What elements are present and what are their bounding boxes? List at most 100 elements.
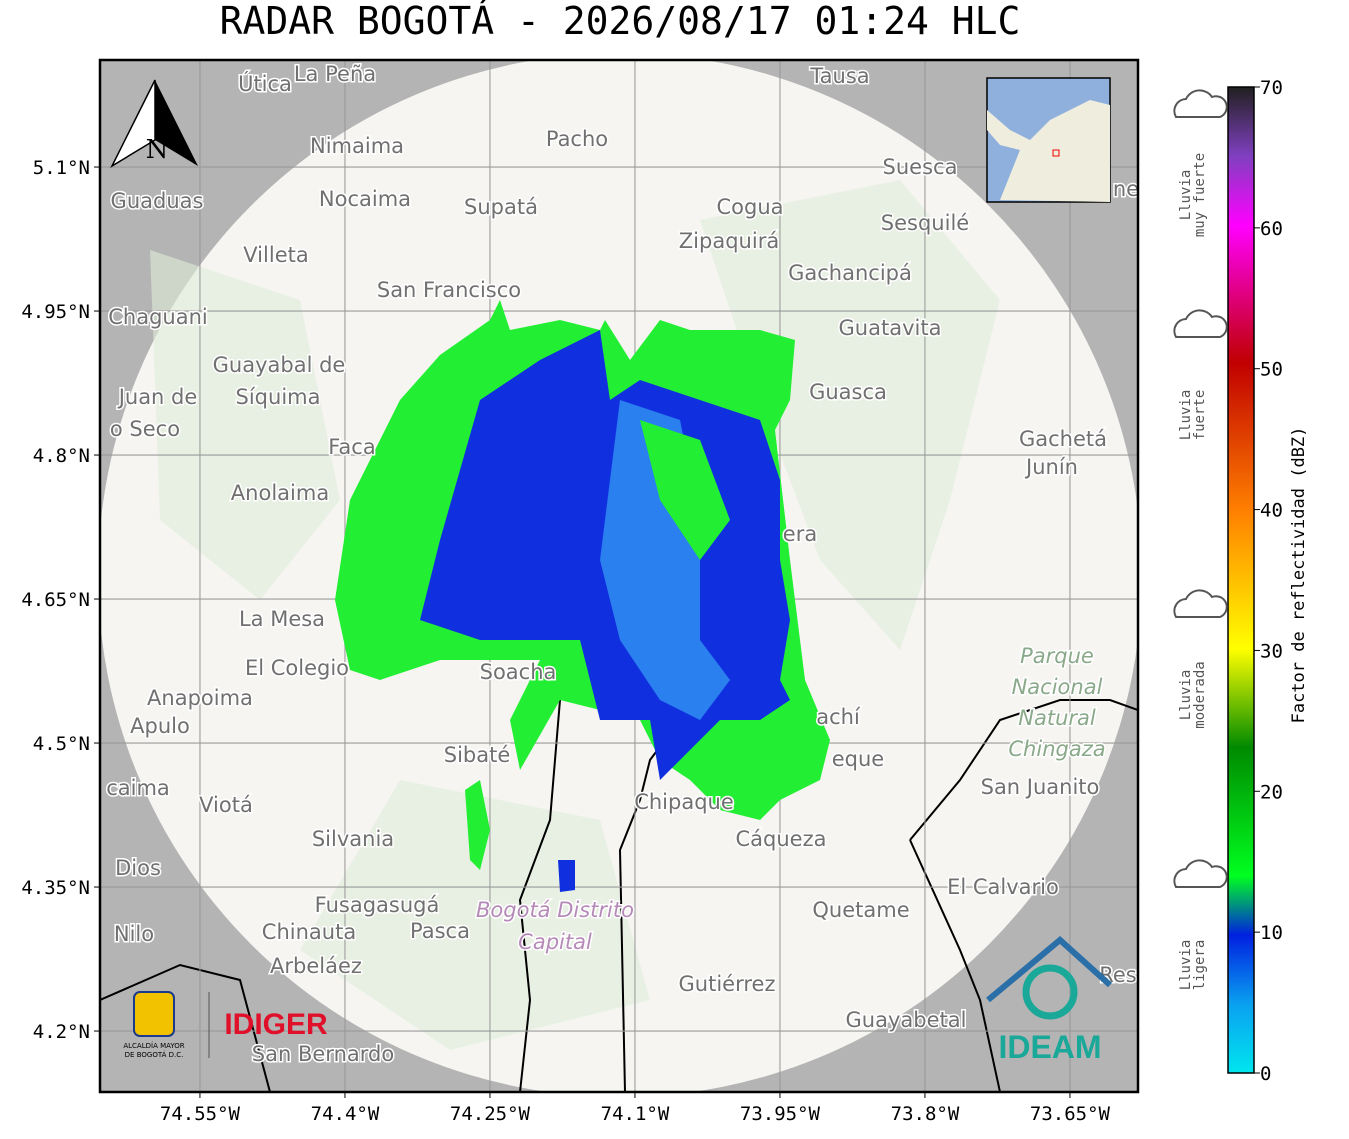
colorbar-tick-label: 20 xyxy=(1260,781,1283,803)
place-label: Chinauta xyxy=(262,920,356,944)
place-label: Junín xyxy=(1024,455,1078,479)
place-label: Cogua xyxy=(716,195,783,219)
place-label: Síquima xyxy=(236,385,321,409)
place-label: Tausa xyxy=(809,64,869,88)
place-label: o Seco xyxy=(110,417,180,441)
place-label: Sesquilé xyxy=(881,211,969,235)
park-label: Natural xyxy=(1018,706,1096,730)
y-tick-label: 4.5°N xyxy=(33,733,90,755)
place-label: Chipaque xyxy=(634,790,734,814)
rain-category-label: fuerte xyxy=(1192,390,1208,441)
coat-of-arms xyxy=(133,991,175,1037)
district-label: Capital xyxy=(518,930,592,954)
place-label: Fusagasugá xyxy=(315,893,440,917)
park-label: Parque xyxy=(1020,644,1094,668)
y-tick-label: 5.1°N xyxy=(33,157,90,179)
ideam-logo: IDEAM xyxy=(998,1029,1101,1065)
colorbar-tick-label: 60 xyxy=(1260,218,1283,240)
place-label: Arbeláez xyxy=(270,954,362,978)
place-label: Gachancipá xyxy=(788,261,912,285)
idiger-logo: IDIGER xyxy=(224,1008,328,1041)
title: RADAR BOGOTÁ - 2026/08/17 01:24 HLC xyxy=(220,0,1021,43)
rain-category-label: moderada xyxy=(1192,661,1208,728)
place-label: Guasca xyxy=(809,380,887,404)
place-label: era xyxy=(783,522,817,546)
map: Útica La Peña Tausa Pacho Nimaima Guaduas Noca… xyxy=(100,60,1139,1092)
place-label: Faca xyxy=(328,435,375,459)
place-label: Anolaima xyxy=(231,481,329,505)
colorbar-tick-label: 70 xyxy=(1260,77,1283,99)
place-label: achí xyxy=(816,705,861,729)
place-label: Pacho xyxy=(546,127,608,151)
x-tick-label: 74.1°W xyxy=(601,1103,670,1125)
ideam-swirl xyxy=(1022,964,1078,1020)
place-label: Quetame xyxy=(812,898,909,922)
x-tick-label: 74.55°W xyxy=(160,1103,241,1125)
y-tick-label: 4.2°N xyxy=(33,1021,90,1043)
place-label: Sibaté xyxy=(444,743,511,767)
place-label: La Peña xyxy=(294,62,376,86)
x-tick-label: 73.65°W xyxy=(1030,1103,1111,1125)
north-arrow: N xyxy=(110,79,198,168)
rain-category-label: muy fuerte xyxy=(1192,153,1208,237)
rain-icon xyxy=(1173,89,1228,118)
alcaldia-text: DE BOGOTÁ D.C. xyxy=(125,1050,184,1059)
place-label: Villeta xyxy=(243,243,308,267)
logos: ALCALDÍA MAYOR DE BOGOTÁ D.C. IDIGER IDE… xyxy=(123,936,1113,1065)
place-label: Suesca xyxy=(883,155,958,179)
place-label: Chaguani xyxy=(108,305,208,329)
place-label: Anapoima xyxy=(147,686,253,710)
place-label: Dios xyxy=(115,856,161,880)
place-label: Soacha xyxy=(480,660,557,684)
x-tick-label: 74.4°W xyxy=(311,1103,380,1125)
rain-icon xyxy=(1173,859,1228,888)
colorbar xyxy=(1227,86,1255,1074)
alcaldia-text: ALCALDÍA MAYOR xyxy=(123,1041,184,1050)
colorbar-tick-label: 0 xyxy=(1260,1063,1271,1085)
place-label: Guatavita xyxy=(839,316,942,340)
rain-category-label: Lluvia xyxy=(1178,390,1194,441)
rain-category-label: ligera xyxy=(1192,940,1208,991)
place-label: eque xyxy=(832,747,884,771)
y-tick-label: 4.35°N xyxy=(21,877,90,899)
colorbar-label: Factor de reflectividad (dBZ) xyxy=(1289,427,1309,724)
place-label: Útica xyxy=(238,71,292,96)
north-label: N xyxy=(146,135,169,165)
place-label: Silvania xyxy=(312,827,394,851)
rain-category-label: Lluvia xyxy=(1178,940,1194,991)
park-label: Chingaza xyxy=(1008,737,1105,761)
colorbar-tick-label: 40 xyxy=(1260,500,1283,522)
place-label: Zipaquirá xyxy=(679,229,779,253)
place-label: Nimaima xyxy=(310,134,404,158)
place-label: caima xyxy=(106,776,170,800)
place-label: ne xyxy=(1113,177,1139,201)
place-label: El Colegio xyxy=(245,656,349,680)
rain-category-label: Lluvia xyxy=(1178,170,1194,221)
place-label: El Calvario xyxy=(947,875,1059,899)
colorbar-tick-label: 30 xyxy=(1260,640,1283,662)
rain-icon xyxy=(1173,589,1228,618)
place-label: Cáqueza xyxy=(736,827,827,851)
place-label: Viotá xyxy=(199,793,253,817)
place-label: Gutiérrez xyxy=(679,972,776,996)
y-tick-label: 4.65°N xyxy=(21,589,90,611)
place-label: Gachetá xyxy=(1019,427,1107,451)
rain-icon xyxy=(1173,309,1228,338)
radar-echoes xyxy=(335,300,830,892)
place-label: Apulo xyxy=(130,714,190,738)
place-label: Guayabetal xyxy=(846,1008,967,1032)
x-tick-label: 73.8°W xyxy=(891,1103,960,1125)
inset-map xyxy=(986,77,1111,203)
colorbar-tick-label: 10 xyxy=(1260,922,1283,944)
place-label: Guayabal de xyxy=(213,353,346,377)
rain-category-label: Lluvia xyxy=(1178,670,1194,721)
place-label: Guaduas xyxy=(111,189,204,213)
y-tick-label: 4.8°N xyxy=(33,445,90,467)
x-tick-label: 73.95°W xyxy=(740,1103,821,1125)
park-label: Nacional xyxy=(1012,675,1103,699)
place-label: San Francisco xyxy=(377,278,521,302)
place-label: Supatá xyxy=(464,195,538,219)
ideam-roof xyxy=(986,936,1113,1003)
map-frame xyxy=(98,58,1140,1094)
